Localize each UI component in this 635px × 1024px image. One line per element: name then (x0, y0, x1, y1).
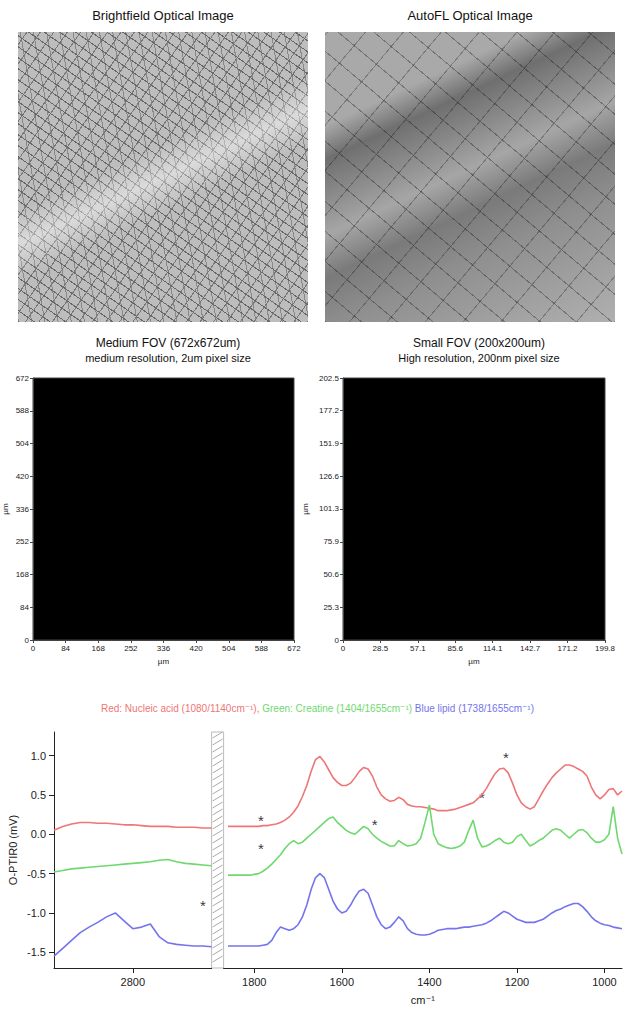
svg-text:0: 0 (25, 636, 30, 645)
svg-text:-1.0: -1.0 (27, 907, 46, 919)
svg-text:50.6: 50.6 (323, 570, 339, 579)
svg-text:336: 336 (16, 505, 30, 514)
svg-text:252: 252 (124, 644, 138, 653)
html-text:Brightfield Optical Image: Brightfield Optical Image (92, 8, 234, 23)
svg-text:672: 672 (16, 374, 30, 383)
svg-text:202.5: 202.5 (319, 374, 340, 383)
svg-text:336: 336 (157, 644, 171, 653)
svg-text:1000: 1000 (592, 976, 616, 988)
svg-text:1200: 1200 (505, 976, 529, 988)
svg-text:85.6: 85.6 (447, 644, 463, 653)
svg-text:168: 168 (92, 644, 106, 653)
svg-text:µm: µm (468, 657, 480, 666)
svg-text:177.2: 177.2 (319, 406, 340, 415)
svg-text:*: * (372, 816, 378, 833)
svg-text:114.1: 114.1 (483, 644, 503, 653)
svg-text:*: * (258, 840, 264, 857)
svg-text:420: 420 (189, 644, 203, 653)
html-text:AutoFL Optical Image: AutoFL Optical Image (407, 8, 533, 23)
svg-text:Blue lipid (1738/1655cm⁻¹): Blue lipid (1738/1655cm⁻¹) (415, 703, 534, 714)
svg-text:Medium FOV (672x672um): Medium FOV (672x672um) (96, 336, 241, 350)
svg-text:*: * (503, 749, 509, 766)
svg-text:28.5: 28.5 (373, 644, 389, 653)
svg-text:588: 588 (255, 644, 269, 653)
svg-text:101.3: 101.3 (319, 504, 340, 513)
svg-text:84: 84 (20, 603, 29, 612)
svg-text:*: * (200, 897, 206, 914)
svg-text:168: 168 (16, 570, 30, 579)
svg-text:504: 504 (222, 644, 236, 653)
svg-text:126.6: 126.6 (319, 472, 340, 481)
svg-text:µm: µm (158, 657, 170, 666)
svg-text:151.9: 151.9 (319, 439, 340, 448)
svg-text:57.1: 57.1 (410, 644, 426, 653)
svg-text:171.2: 171.2 (557, 644, 578, 653)
svg-text:504: 504 (16, 439, 30, 448)
svg-text:0: 0 (31, 644, 36, 653)
svg-text:420: 420 (16, 472, 30, 481)
svg-text:1.0: 1.0 (31, 750, 46, 762)
svg-text:252: 252 (16, 537, 30, 546)
svg-text:588: 588 (16, 406, 30, 415)
svg-text:Red: Nucleic acid (1080/1140cm: Red: Nucleic acid (1080/1140cm⁻¹), (101, 703, 260, 714)
svg-text:High resolution, 200nm pixel s: High resolution, 200nm pixel size (398, 352, 559, 364)
svg-text:-1.5: -1.5 (27, 946, 46, 958)
svg-text:medium resolution, 2um pixel s: medium resolution, 2um pixel size (85, 352, 251, 364)
svg-text:672: 672 (287, 644, 301, 653)
svg-text:0: 0 (341, 644, 346, 653)
svg-text:0.0: 0.0 (31, 828, 46, 840)
svg-text:µm: µm (1, 503, 10, 515)
svg-text:1600: 1600 (330, 976, 354, 988)
svg-text:2800: 2800 (121, 976, 145, 988)
svg-text:Green: Creatine (1404/1655cm⁻¹: Green: Creatine (1404/1655cm⁻¹) (262, 703, 412, 714)
svg-text:142.7: 142.7 (520, 644, 541, 653)
svg-text:75.9: 75.9 (323, 537, 339, 546)
svg-text:25.3: 25.3 (323, 603, 339, 612)
svg-text:199.8: 199.8 (595, 644, 616, 653)
svg-text:0: 0 (335, 636, 340, 645)
svg-text:1800: 1800 (242, 976, 266, 988)
svg-text:1400: 1400 (417, 976, 441, 988)
svg-text:µm: µm (301, 503, 310, 515)
svg-text:84: 84 (61, 644, 70, 653)
svg-text:O-PTIR0 (mV): O-PTIR0 (mV) (7, 815, 19, 885)
svg-text:0.5: 0.5 (31, 789, 46, 801)
svg-text:-0.5: -0.5 (27, 868, 46, 880)
svg-text:cm⁻¹: cm⁻¹ (411, 994, 435, 1006)
svg-text:Small FOV (200x200um): Small FOV (200x200um) (413, 336, 545, 350)
